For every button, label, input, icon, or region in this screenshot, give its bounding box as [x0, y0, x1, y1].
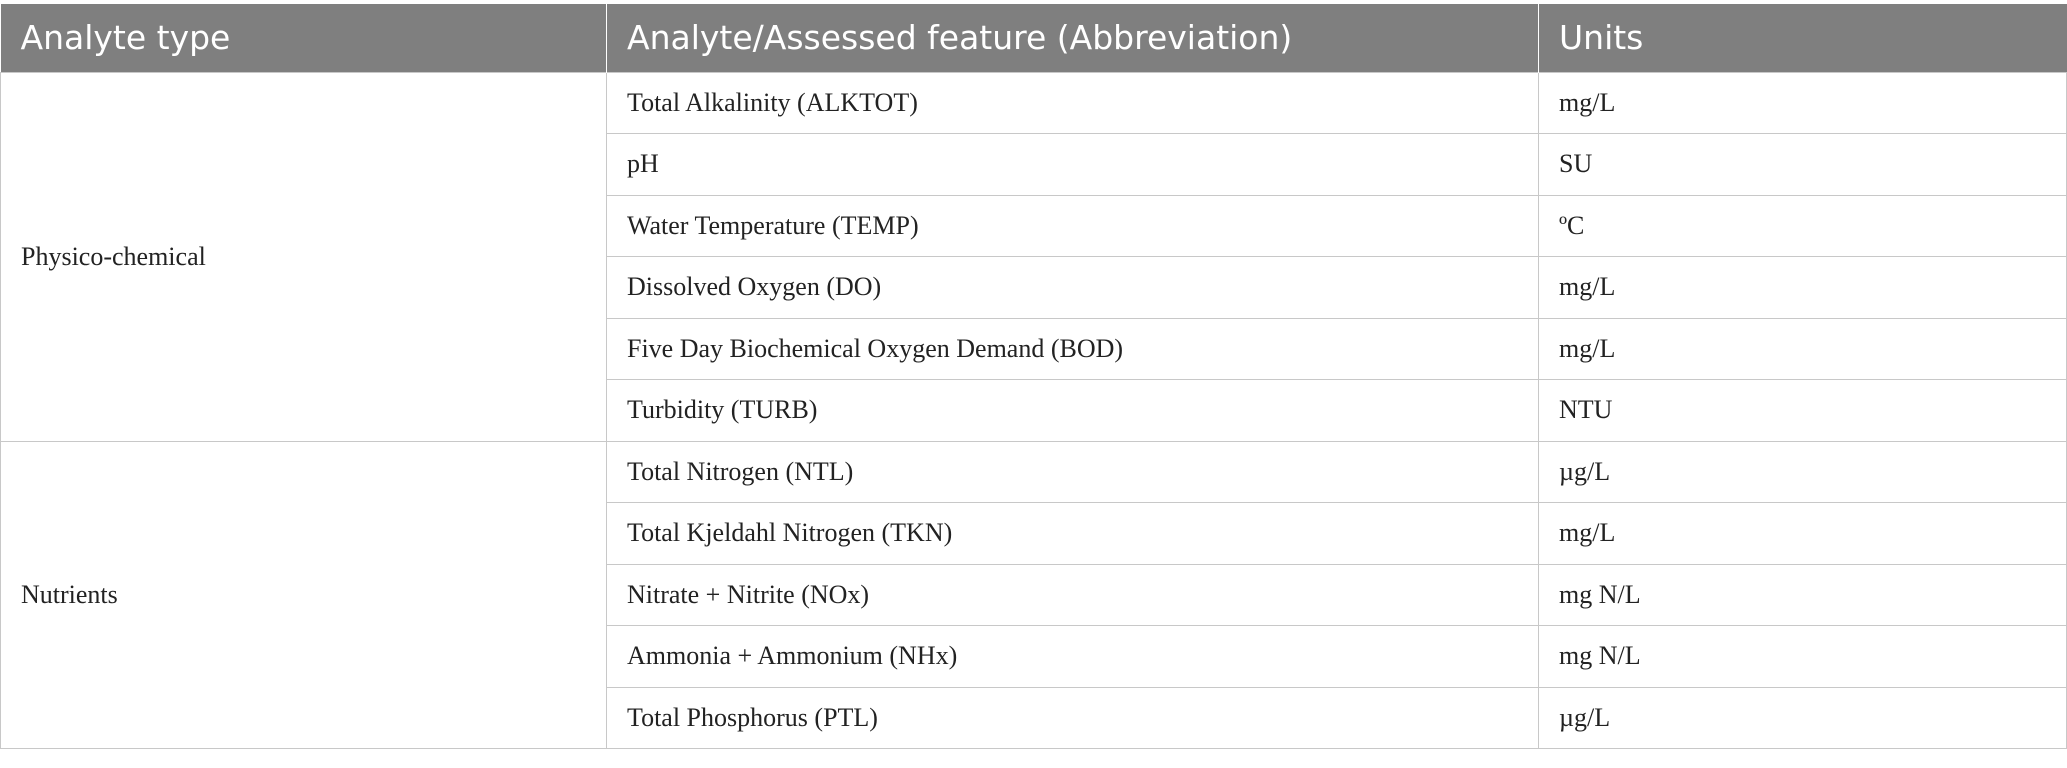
table-row: pH SU: [1, 133, 2067, 196]
header-analyte-feature: Analyte/Assessed feature (Abbreviation): [606, 4, 1539, 72]
units-cell: ºC: [1538, 194, 2067, 257]
units-cell: µg/L: [1538, 440, 2067, 503]
feature-cell: Turbidity (TURB): [606, 379, 1539, 442]
header-row: Analyte type Analyte/Assessed feature (A…: [0, 4, 2067, 72]
table-header: Analyte type Analyte/Assessed feature (A…: [0, 4, 2067, 72]
units-cell: mg/L: [1538, 256, 2067, 319]
table-row: Total Kjeldahl Nitrogen (TKN) mg/L: [1, 502, 2067, 565]
table-row: Physico-chemical Total Alkalinity (ALKTO…: [0, 71, 2067, 442]
units-cell: mg/L: [1538, 71, 2067, 134]
feature-cell: Total Phosphorus (PTL): [606, 686, 1539, 749]
units-cell: µg/L: [1538, 686, 2067, 749]
units-cell: SU: [1538, 133, 2067, 196]
table-row: Nitrate + Nitrite (NOx) mg N/L: [1, 563, 2067, 626]
table-row: Nutrients Total Nitrogen (NTL) µg/L: [0, 440, 2067, 749]
units-cell: mg N/L: [1538, 563, 2067, 626]
units-cell: NTU: [1538, 379, 2067, 442]
feature-cell: Dissolved Oxygen (DO): [606, 256, 1539, 319]
table-row: Total Phosphorus (PTL) µg/L: [1, 686, 2067, 749]
analyte-type-cell: Physico-chemical: [0, 71, 607, 442]
table-body: Physico-chemical Total Alkalinity (ALKTO…: [0, 71, 2067, 749]
units-cell: mg/L: [1538, 317, 2067, 380]
header-units: Units: [1538, 4, 2067, 72]
analyte-type-cell: Nutrients: [0, 440, 607, 749]
feature-cell: Total Nitrogen (NTL): [606, 440, 1539, 503]
table-row: Turbidity (TURB) NTU: [1, 379, 2067, 442]
units-cell: mg/L: [1538, 502, 2067, 565]
units-cell: mg N/L: [1538, 625, 2067, 688]
analyte-table: Analyte type Analyte/Assessed feature (A…: [0, 4, 2067, 749]
analyte-table-container: Analyte type Analyte/Assessed feature (A…: [0, 4, 2067, 749]
feature-cell: Five Day Biochemical Oxygen Demand (BOD): [606, 317, 1539, 380]
feature-cell: pH: [606, 133, 1539, 196]
feature-cell: Total Alkalinity (ALKTOT): [606, 71, 1539, 134]
feature-cell: Total Kjeldahl Nitrogen (TKN): [606, 502, 1539, 565]
feature-cell: Water Temperature (TEMP): [606, 194, 1539, 257]
feature-cell: Nitrate + Nitrite (NOx): [606, 563, 1539, 626]
table-row: Ammonia + Ammonium (NHx) mg N/L: [1, 625, 2067, 688]
header-analyte-type: Analyte type: [0, 4, 607, 72]
feature-cell: Ammonia + Ammonium (NHx): [606, 625, 1539, 688]
